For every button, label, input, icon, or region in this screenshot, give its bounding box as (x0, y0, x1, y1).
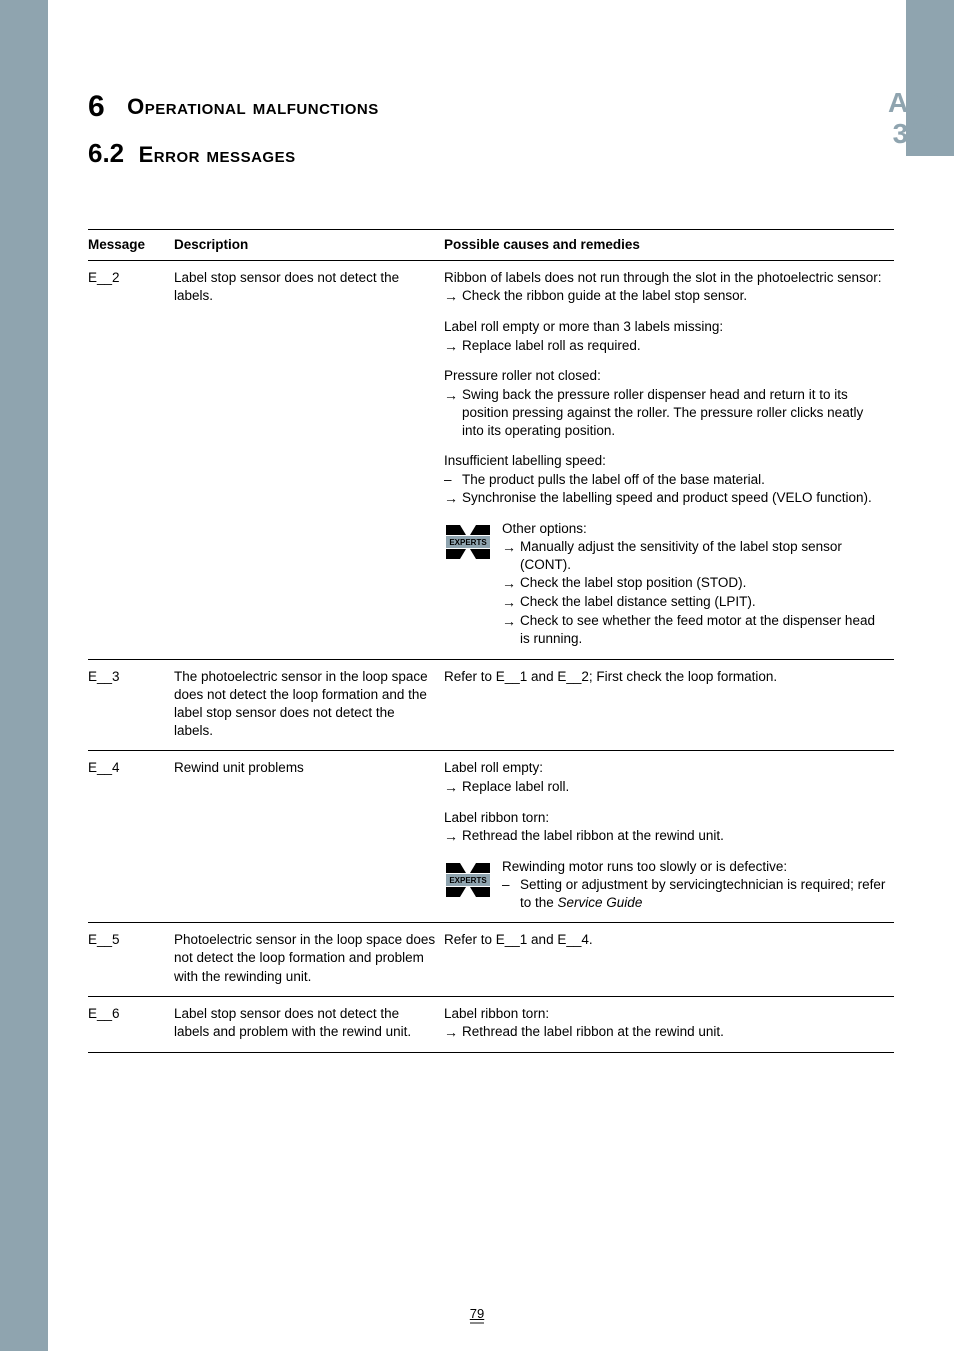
cell-message: E__3 (88, 659, 174, 751)
remedy-lead: Pressure roller not closed: (444, 367, 886, 385)
table-row: E__3The photoelectric sensor in the loop… (88, 659, 894, 751)
cell-message: E__6 (88, 996, 174, 1052)
page-content: 6 Operational malfunctions 6.2 Error mes… (48, 0, 954, 1351)
remedy-lead: Label ribbon torn: (444, 809, 886, 827)
remedy-block-experts: EXPERTS Rewinding motor runs too slowly o… (444, 858, 886, 913)
remedy-action: Replace label roll as required. (444, 337, 886, 356)
table-row: E__6Label stop sensor does not detect th… (88, 996, 894, 1052)
cell-message: E__5 (88, 923, 174, 997)
remedy-lead: Refer to E__1 and E__2; First check the … (444, 668, 886, 686)
cell-remedies: Refer to E__1 and E__4. (444, 923, 894, 997)
remedy-block: Pressure roller not closed:Swing back th… (444, 367, 886, 440)
remedy-action: Rethread the label ribbon at the rewind … (444, 827, 886, 846)
remedy-action: Rethread the label ribbon at the rewind … (444, 1023, 886, 1042)
remedy-block: Ribbon of labels does not run through th… (444, 269, 886, 306)
section-header: 6.2 Error messages (88, 138, 894, 169)
experts-icon: EXPERTS (444, 522, 492, 562)
remedy-lead: Label ribbon torn: (444, 1005, 886, 1023)
remedy-lead: Refer to E__1 and E__4. (444, 931, 886, 949)
remedy-action: Check to see whether the feed motor at t… (502, 612, 886, 648)
chapter-title: Operational malfunctions (127, 94, 379, 119)
cell-description: The photoelectric sensor in the loop spa… (174, 659, 444, 751)
experts-icon: EXPERTS (444, 860, 492, 900)
remedy-block: Label ribbon torn:Rethread the label rib… (444, 1005, 886, 1042)
remedy-action: Manually adjust the sensitivity of the l… (502, 538, 886, 574)
cell-description: Label stop sensor does not detect the la… (174, 261, 444, 659)
remedy-action: Swing back the pressure roller dispenser… (444, 386, 886, 441)
table-row: E__5Photoelectric sensor in the loop spa… (88, 923, 894, 997)
remedy-lead: Ribbon of labels does not run through th… (444, 269, 886, 287)
table-row: E__4Rewind unit problemsLabel roll empty… (88, 751, 894, 923)
cell-remedies: Label roll empty:Replace label roll.Labe… (444, 751, 894, 923)
remedy-note: Setting or adjustment by servicingtechni… (502, 876, 886, 912)
table-row: E__2Label stop sensor does not detect th… (88, 261, 894, 659)
remedy-block: Label roll empty or more than 3 labels m… (444, 318, 886, 355)
remedy-lead: Label roll empty or more than 3 labels m… (444, 318, 886, 336)
remedy-lead: Label roll empty: (444, 759, 886, 777)
section-number: 6.2 (88, 138, 124, 168)
page-footer: 79 (0, 1306, 954, 1321)
remedy-lead: Rewinding motor runs too slowly or is de… (502, 858, 886, 876)
remedy-action: Replace label roll. (444, 778, 886, 797)
remedy-block-experts: EXPERTS Other options:Manually adjust the… (444, 520, 886, 649)
cell-remedies: Ribbon of labels does not run through th… (444, 261, 894, 659)
remedy-action: Check the ribbon guide at the label stop… (444, 287, 886, 306)
remedy-lead: Other options: (502, 520, 886, 538)
page-number: 79 (470, 1306, 484, 1324)
svg-text:EXPERTS: EXPERTS (449, 876, 487, 885)
chapter-number: 6 (88, 90, 105, 123)
section-title: Error messages (139, 142, 296, 167)
remedy-action: Check the label stop position (STOD). (502, 574, 886, 593)
remedy-block: Label roll empty:Replace label roll. (444, 759, 886, 796)
cell-description: Photoelectric sensor in the loop space d… (174, 923, 444, 997)
col-header-description: Description (174, 230, 444, 261)
cell-description: Rewind unit problems (174, 751, 444, 923)
remedy-block: Label ribbon torn:Rethread the label rib… (444, 809, 886, 846)
cell-remedies: Label ribbon torn:Rethread the label rib… (444, 996, 894, 1052)
remedy-block: Refer to E__1 and E__2; First check the … (444, 668, 886, 686)
table-header-row: Message Description Possible causes and … (88, 230, 894, 261)
error-table: Message Description Possible causes and … (88, 229, 894, 1053)
cell-message: E__2 (88, 261, 174, 659)
remedy-block: Insufficient labelling speed:The product… (444, 452, 886, 507)
remedy-action: Synchronise the labelling speed and prod… (444, 489, 886, 508)
remedy-lead: Insufficient labelling speed: (444, 452, 886, 470)
cell-message: E__4 (88, 751, 174, 923)
remedy-action: Check the label distance setting (LPIT). (502, 593, 886, 612)
col-header-remedies: Possible causes and remedies (444, 230, 894, 261)
left-vertical-bar (0, 0, 48, 1351)
remedy-block: Refer to E__1 and E__4. (444, 931, 886, 949)
svg-text:EXPERTS: EXPERTS (449, 538, 487, 547)
chapter-header: 6 Operational malfunctions (88, 90, 894, 124)
cell-remedies: Refer to E__1 and E__2; First check the … (444, 659, 894, 751)
cell-description: Label stop sensor does not detect the la… (174, 996, 444, 1052)
col-header-message: Message (88, 230, 174, 261)
remedy-note: The product pulls the label off of the b… (444, 471, 886, 489)
